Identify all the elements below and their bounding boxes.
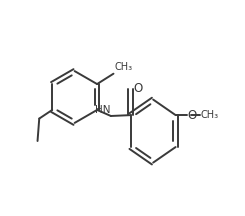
Text: O: O	[134, 82, 143, 95]
Text: CH₃: CH₃	[200, 110, 219, 120]
Text: O: O	[187, 109, 196, 122]
Text: CH₃: CH₃	[115, 62, 133, 72]
Text: HN: HN	[95, 105, 110, 115]
